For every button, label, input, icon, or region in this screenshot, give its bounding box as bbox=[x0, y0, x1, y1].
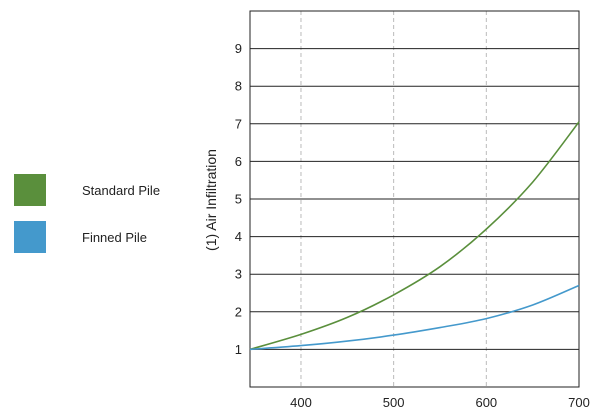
y-tick-label-5: 5 bbox=[235, 192, 242, 207]
legend-label-standard-pile: Standard Pile bbox=[82, 182, 161, 198]
x-tick-label-400: 400 bbox=[290, 395, 312, 410]
series-line-standard-pile bbox=[249, 121, 580, 351]
y-axis-label: (1) Air Infiltration bbox=[203, 149, 219, 251]
legend-swatch-standard-pile bbox=[14, 174, 46, 206]
y-tick-label-4: 4 bbox=[235, 229, 242, 244]
series-lines bbox=[249, 121, 580, 351]
horizontal-gridlines bbox=[250, 48, 579, 350]
legend-swatch-finned-pile bbox=[14, 221, 46, 253]
y-tick-label-8: 8 bbox=[235, 79, 242, 94]
y-tick-label-7: 7 bbox=[235, 116, 242, 131]
y-tick-label-3: 3 bbox=[235, 267, 242, 282]
y-tick-label-1: 1 bbox=[235, 342, 242, 357]
y-tick-label-6: 6 bbox=[235, 154, 242, 169]
x-tick-label-700: 700 bbox=[568, 395, 590, 410]
y-tick-labels: 1 2 3 4 5 6 7 8 9 bbox=[235, 41, 242, 357]
legend-item-standard-pile: Standard Pile bbox=[14, 174, 160, 206]
y-tick-label-9: 9 bbox=[235, 41, 242, 56]
x-tick-labels: 400 500 600 700 bbox=[290, 395, 590, 410]
y-tick-label-2: 2 bbox=[235, 304, 242, 319]
chart-legend: Standard Pile Finned Pile bbox=[14, 174, 160, 268]
legend-label-finned-pile: Finned Pile bbox=[82, 229, 148, 245]
x-tick-label-600: 600 bbox=[475, 395, 497, 410]
series-line-finned-pile bbox=[249, 284, 580, 351]
plot-area-frame bbox=[249, 10, 580, 388]
legend-item-finned-pile: Finned Pile bbox=[14, 221, 160, 253]
x-tick-label-500: 500 bbox=[383, 395, 405, 410]
